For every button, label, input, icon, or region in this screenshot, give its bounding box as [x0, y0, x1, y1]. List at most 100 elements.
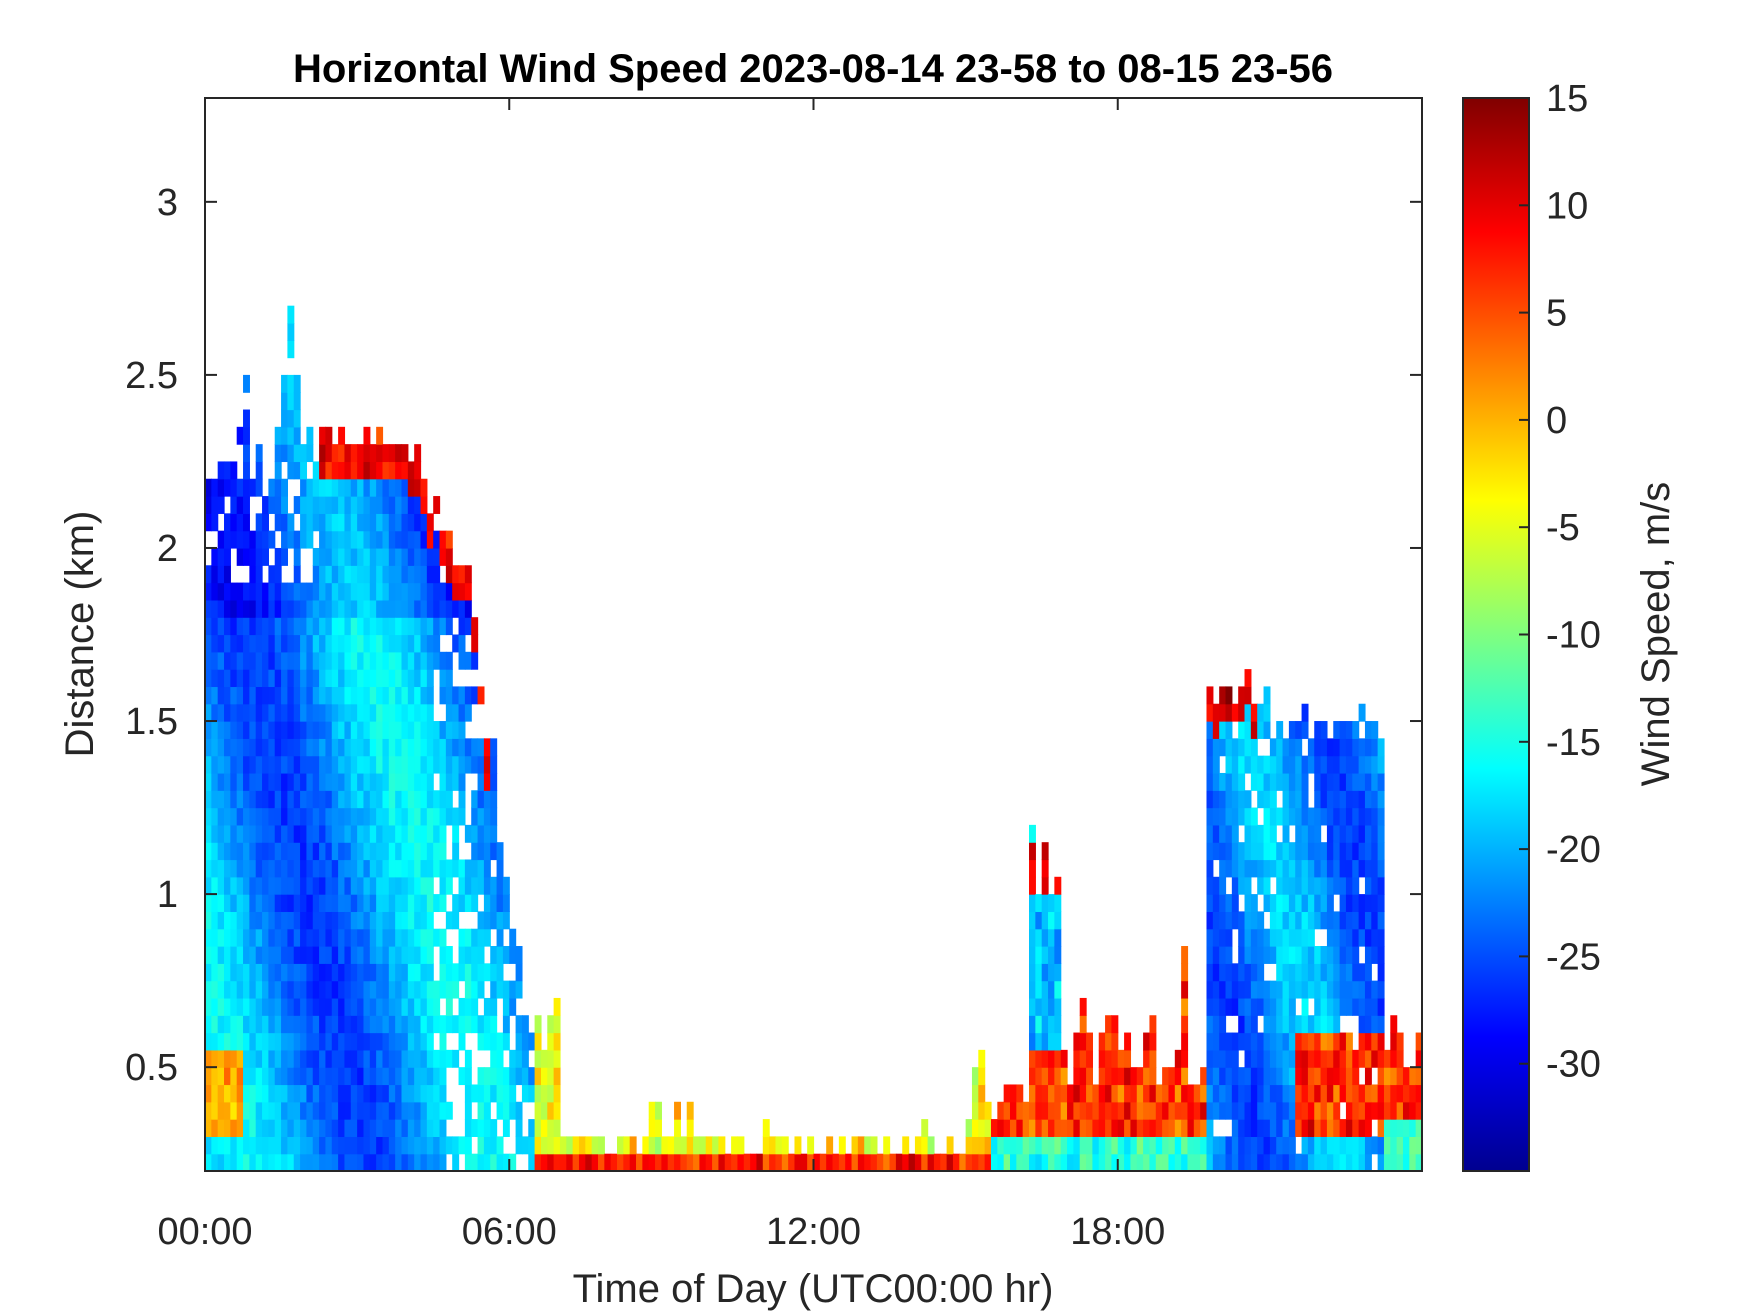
heatmap-cell	[262, 496, 269, 514]
heatmap-cell	[1149, 1136, 1157, 1155]
heatmap-cell	[420, 530, 428, 549]
heatmap-cell	[224, 876, 231, 895]
heatmap-cell	[439, 842, 447, 861]
heatmap-cell	[382, 530, 390, 549]
heatmap-cell	[243, 444, 250, 463]
heatmap-cell	[1288, 790, 1296, 809]
heatmap-cell	[243, 721, 250, 739]
heatmap-cell	[502, 911, 510, 930]
heatmap-cell	[439, 946, 447, 964]
heatmap-cell	[344, 1153, 352, 1171]
heatmap-cell	[376, 842, 384, 861]
heatmap-cell	[483, 807, 491, 826]
heatmap-cell	[1314, 1101, 1322, 1120]
heatmap-cell	[274, 1049, 282, 1068]
heatmap-cell	[1238, 772, 1246, 791]
heatmap-cell	[395, 876, 403, 895]
heatmap-cell	[262, 530, 269, 549]
heatmap-cell	[407, 1084, 415, 1103]
heatmap-cell	[401, 738, 409, 757]
heatmap-cell	[319, 1049, 327, 1068]
heatmap-cell	[496, 946, 504, 964]
heatmap-cell	[1339, 755, 1347, 774]
heatmap-cell	[300, 772, 308, 791]
heatmap-cell	[414, 1032, 422, 1051]
heatmap-cell	[1326, 894, 1334, 913]
heatmap-cell	[414, 1136, 422, 1155]
heatmap-cell	[490, 894, 498, 913]
heatmap-cell	[388, 634, 396, 653]
heatmap-cell	[338, 1119, 346, 1137]
heatmap-cell	[338, 478, 346, 497]
heatmap-cell	[376, 599, 384, 618]
heatmap-cell	[344, 1067, 352, 1086]
heatmap-cell	[344, 1032, 352, 1051]
heatmap-cell	[483, 1153, 491, 1171]
heatmap-cell	[350, 1101, 358, 1120]
heatmap-cell	[357, 894, 365, 913]
heatmap-cell	[1288, 1049, 1296, 1068]
heatmap-cell	[357, 651, 365, 670]
heatmap-cell	[224, 530, 231, 549]
heatmap-cell	[952, 1153, 960, 1171]
heatmap-cell	[243, 478, 250, 497]
heatmap-cell	[350, 444, 358, 463]
heatmap-cell	[388, 461, 396, 480]
heatmap-cell	[1263, 859, 1271, 878]
heatmap-cell	[262, 790, 269, 809]
heatmap-cell	[243, 755, 250, 774]
heatmap-cell	[306, 703, 314, 722]
heatmap-cell	[1371, 772, 1379, 791]
heatmap-cell	[338, 1067, 346, 1086]
heatmap-cell	[439, 876, 447, 895]
heatmap-cell	[268, 997, 276, 1016]
heatmap-cell	[477, 755, 485, 774]
heatmap-cell	[1295, 807, 1303, 826]
heatmap-cell	[325, 547, 333, 566]
heatmap-cell	[1219, 963, 1227, 982]
heatmap-cell	[350, 755, 358, 774]
heatmap-cell	[255, 721, 263, 739]
heatmap-cell	[382, 686, 390, 705]
heatmap-cell	[483, 790, 491, 809]
heatmap-cell	[249, 634, 257, 653]
heatmap-cell	[319, 772, 327, 791]
heatmap-cell	[445, 876, 453, 895]
heatmap-cell	[1086, 1136, 1093, 1155]
heatmap-cell	[1206, 1015, 1214, 1034]
heatmap-cell	[249, 1101, 257, 1120]
heatmap-cell	[1029, 859, 1036, 878]
heatmap-cell	[395, 703, 403, 722]
heatmap-cell	[1219, 859, 1227, 878]
heatmap-cell	[674, 1153, 681, 1171]
heatmap-cell	[1200, 1101, 1208, 1120]
heatmap-cell	[344, 963, 352, 982]
heatmap-cell	[420, 634, 428, 653]
heatmap-cell	[452, 599, 460, 618]
heatmap-cell	[1257, 997, 1265, 1016]
heatmap-cell	[325, 1032, 333, 1051]
heatmap-cell	[1402, 1119, 1410, 1137]
heatmap-cell	[1250, 963, 1258, 982]
heatmap-cell	[224, 997, 231, 1016]
heatmap-cell	[401, 582, 409, 601]
heatmap-cell	[1301, 894, 1309, 913]
heatmap-cell	[331, 963, 339, 982]
heatmap-cell	[502, 997, 510, 1016]
heatmap-cell	[230, 928, 238, 947]
heatmap-cell	[1029, 963, 1036, 982]
heatmap-cell	[224, 1084, 231, 1103]
heatmap-cell	[439, 1136, 447, 1155]
heatmap-cell	[319, 721, 327, 739]
heatmap-cell	[382, 599, 390, 618]
heatmap-cell	[1029, 1153, 1036, 1171]
heatmap-cell	[1136, 1119, 1144, 1137]
heatmap-cell	[401, 721, 409, 739]
heatmap-cell	[338, 1153, 346, 1171]
heatmap-cell	[655, 1136, 662, 1155]
heatmap-cell	[1288, 997, 1296, 1016]
heatmap-cell	[382, 963, 390, 982]
heatmap-cell	[331, 1032, 339, 1051]
heatmap-cell	[255, 946, 263, 964]
heatmap-cell	[312, 1136, 320, 1155]
